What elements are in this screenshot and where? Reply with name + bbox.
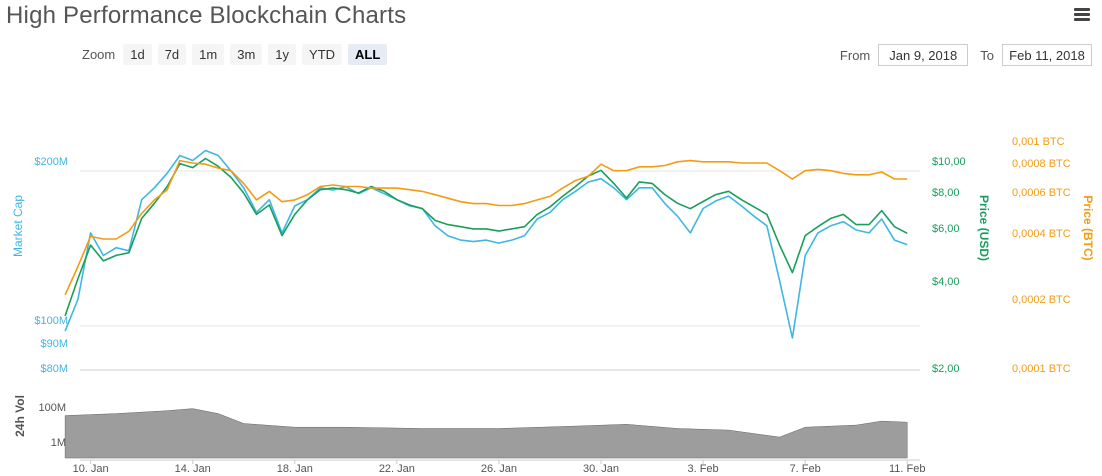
from-label: From [839, 47, 871, 63]
price-btc-tick-label: 0,0004 BTC [1012, 228, 1071, 240]
volume-axis-label: 24h Vol [13, 395, 27, 437]
price-btc-axis-label: Price (BTC) [1081, 195, 1095, 260]
zoom-3m-button[interactable]: 3m [230, 44, 263, 65]
x-tick-label: 14. Jan [175, 463, 211, 475]
volume-tick-label: 100M [38, 402, 66, 414]
page-title: High Performance Blockchain Charts [6, 2, 407, 29]
zoom-7d-button[interactable]: 7d [157, 44, 187, 65]
axis-labels: $200M $100M $90M $80M Market Cap $10,00 $8,00 $… [11, 136, 1095, 475]
x-tick-label: 26. Jan [481, 463, 517, 475]
price-btc-tick-label: 0,0001 BTC [1012, 363, 1071, 375]
to-label: To [980, 47, 994, 63]
x-tick-label: 30. Jan [583, 463, 619, 475]
market-cap-tick-label: $90M [40, 338, 68, 350]
zoom-label: Zoom [82, 47, 116, 62]
to-date-input[interactable] [1002, 44, 1092, 66]
x-tick-label: 11. Feb [889, 463, 926, 475]
zoom-1y-button[interactable]: 1y [268, 44, 297, 65]
price-usd-tick-label: $10,00 [932, 156, 966, 168]
zoom-1m-button[interactable]: 1m [192, 44, 225, 65]
market-cap-tick-label: $200M [34, 156, 68, 168]
series-layer [64, 149, 908, 459]
price-btc-tick-label: 0,0008 BTC [1012, 158, 1071, 170]
price-usd-line [64, 157, 908, 317]
market-cap-tick-label: $80M [40, 363, 68, 375]
price-usd-tick-label: $2,00 [932, 363, 960, 375]
x-tick-label: 22. Jan [379, 463, 415, 475]
price-btc-tick-label: 0,0002 BTC [1012, 294, 1071, 306]
hamburger-menu-icon[interactable] [1074, 8, 1090, 22]
zoom-all-button[interactable]: ALL [348, 44, 388, 65]
market-cap-axis-label: Market Cap [11, 195, 25, 257]
market-cap-line [64, 149, 908, 339]
volume-area [64, 408, 908, 459]
x-tick-label: 3. Feb [687, 463, 718, 475]
x-tick-label: 18. Jan [277, 463, 313, 475]
market-cap-tick-label: $100M [34, 315, 68, 327]
date-range-selector: From To [840, 44, 1092, 66]
price-usd-tick-label: $8,00 [932, 187, 960, 199]
zoom-bar: Zoom 1d 7d 1m 3m 1y YTD ALL [82, 44, 388, 65]
zoom-ytd-button[interactable]: YTD [302, 44, 343, 65]
x-tick-label: 10. Jan [73, 463, 109, 475]
zoom-1d-button[interactable]: 1d [123, 44, 152, 65]
price-btc-line [64, 159, 908, 296]
price-usd-tick-label: $4,00 [932, 276, 960, 288]
price-usd-axis-label: Price (USD) [977, 195, 991, 261]
grid-lines [80, 170, 920, 461]
from-date-input[interactable] [878, 44, 969, 66]
price-btc-tick-label: 0,001 BTC [1012, 136, 1065, 148]
price-usd-tick-label: $6,00 [932, 223, 960, 235]
price-btc-tick-label: 0,0006 BTC [1012, 187, 1071, 199]
x-tick-label: 7. Feb [790, 463, 821, 475]
volume-tick-label: 1M [51, 437, 66, 449]
